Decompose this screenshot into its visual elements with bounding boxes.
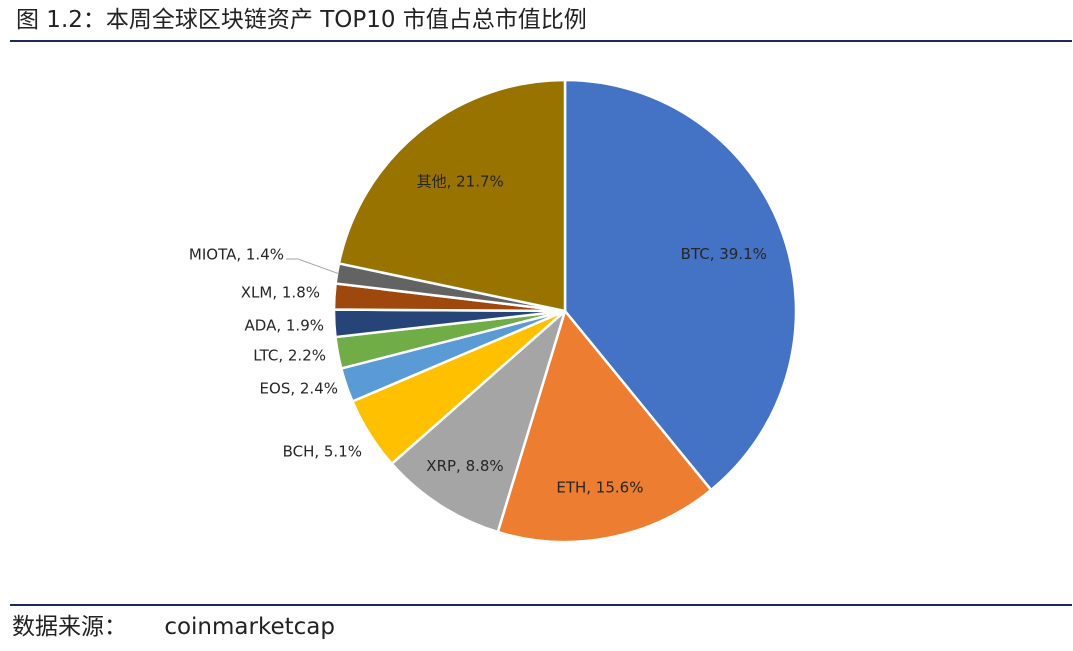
- slice-data-label: XRP, 8.8%: [426, 457, 503, 475]
- pie-slice: [496, 309, 713, 544]
- source-divider: [10, 604, 1072, 606]
- slice-data-label: BCH, 5.1%: [283, 443, 362, 461]
- pie-data-labels: BTC, 39.1% ETH, 15.6% XRP, 8.8% BCH, 5.1% EO…: [189, 172, 767, 496]
- pie-slices: [332, 78, 798, 544]
- source-value: coinmarketcap: [164, 614, 335, 640]
- slice-data-label: ADA, 1.9%: [245, 317, 324, 335]
- slice-data-label: LTC, 2.2%: [253, 347, 326, 365]
- slice-data-label: XLM, 1.8%: [241, 284, 320, 302]
- slice-data-label: MIOTA, 1.4%: [189, 246, 284, 264]
- pie-slice: [390, 309, 567, 534]
- pie-slice: [337, 78, 567, 313]
- pie-leader-lines: [286, 258, 340, 275]
- figure-title: 图 1.2：本周全球区块链资产 TOP10 市值占总市值比例: [16, 7, 587, 33]
- pie-chart: BTC, 39.1% ETH, 15.6% XRP, 8.8% BCH, 5.1% EO…: [189, 78, 798, 544]
- slice-data-label: EOS, 2.4%: [260, 380, 338, 398]
- pie-slice: [563, 78, 798, 492]
- title-divider: [10, 40, 1072, 42]
- slice-data-label: BTC, 39.1%: [681, 245, 767, 263]
- slice-data-label: 其他, 21.7%: [417, 172, 504, 190]
- source-line: 数据来源： coinmarketcap: [12, 610, 335, 644]
- source-label: 数据来源：: [12, 614, 127, 640]
- leader-line: [286, 258, 340, 275]
- slice-data-label: ETH, 15.6%: [556, 478, 643, 496]
